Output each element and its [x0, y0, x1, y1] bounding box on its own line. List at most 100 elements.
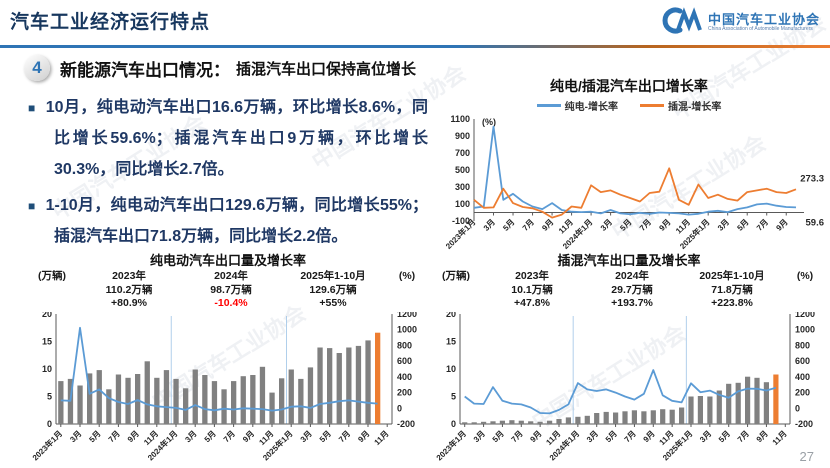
phev-export-bar-chart: 插混汽车出口量及增长率 (万辆) 2023年 10.1万辆 +47.8% 202… [430, 250, 828, 468]
caam-logo-mark-icon [661, 5, 703, 40]
svg-text:400: 400 [795, 372, 810, 382]
svg-text:1000: 1000 [795, 325, 815, 335]
svg-text:7月: 7月 [222, 429, 237, 444]
header-divider [0, 45, 830, 48]
svg-text:5月: 5月 [87, 429, 102, 444]
left-axis-unit: (万辆) [442, 270, 470, 282]
svg-text:800: 800 [795, 340, 810, 350]
annotation-2023: 2023年 10.1万辆 +47.8% [511, 270, 553, 310]
svg-text:9月: 9月 [755, 429, 770, 444]
svg-text:7月: 7月 [623, 429, 638, 444]
svg-text:300: 300 [455, 182, 470, 192]
svg-text:7月: 7月 [638, 218, 653, 233]
legend-item-bev: 纯电-增长率 [536, 98, 618, 113]
svg-text:3月: 3月 [183, 429, 198, 444]
svg-text:9月: 9月 [126, 429, 141, 444]
svg-text:900: 900 [455, 131, 470, 141]
svg-text:5月: 5月 [491, 429, 506, 444]
section-number-badge: 4 [24, 55, 50, 81]
chart3-title: 插混汽车出口量及增长率 [557, 253, 701, 268]
svg-text:9月: 9月 [356, 429, 371, 444]
svg-text:2023年1月: 2023年1月 [434, 428, 468, 462]
svg-text:600: 600 [397, 356, 412, 366]
svg-text:600: 600 [795, 356, 810, 366]
svg-text:7月: 7月 [337, 429, 352, 444]
chart1-legend: 纯电-增长率 插混-增长率 [432, 98, 826, 113]
annotation-2024: 2024年 98.7万辆 -10.4% [210, 270, 252, 310]
svg-text:7月: 7月 [736, 429, 751, 444]
section-heading: 4 新能源汽车出口情况： 插混汽车出口保持高位增长 [24, 55, 416, 81]
svg-text:9月: 9月 [642, 429, 657, 444]
annotation-2025: 2025年1-10月 71.8万辆 +223.8% [699, 270, 765, 310]
bullet-list: ■ 10月，纯电动汽车出口16.6万辆，环比增长8.6%，同比增长59.6%；插混… [28, 92, 428, 256]
svg-text:7月: 7月 [521, 218, 536, 233]
section-title: 新能源汽车出口情况： [60, 60, 230, 80]
page-title: 汽车工业经济运行特点 [10, 12, 211, 33]
svg-text:100: 100 [455, 199, 470, 209]
svg-text:800: 800 [397, 340, 412, 350]
bullet-item: ■ 10月，纯电动汽车出口16.6万辆，环比增长8.6%，同比增长59.6%；插混… [28, 99, 428, 179]
svg-text:9月: 9月 [241, 429, 256, 444]
chart2-title: 纯电动汽车出口量及增长率 [149, 253, 306, 268]
svg-text:5月: 5月 [717, 429, 732, 444]
svg-text:3月: 3月 [716, 218, 731, 233]
svg-text:0: 0 [451, 419, 456, 429]
svg-text:10: 10 [446, 364, 456, 374]
caam-logo-cn-text: 中国汽车工业协会 [707, 11, 820, 27]
svg-text:-100: -100 [452, 216, 470, 226]
svg-text:3月: 3月 [299, 429, 314, 444]
svg-text:1200: 1200 [397, 312, 417, 319]
svg-text:-200: -200 [795, 419, 813, 429]
svg-text:7月: 7月 [107, 429, 122, 444]
svg-text:1100: 1100 [450, 114, 470, 124]
svg-text:15: 15 [446, 337, 456, 347]
right-axis-unit: (%) [796, 270, 814, 282]
svg-text:500: 500 [455, 165, 470, 175]
svg-text:59.6: 59.6 [806, 218, 825, 229]
chart3-annotations: (万辆) 2023年 10.1万辆 +47.8% 2024年 29.7万辆 +1… [430, 270, 828, 312]
svg-text:5: 5 [451, 392, 456, 402]
svg-text:3月: 3月 [472, 429, 487, 444]
svg-text:200: 200 [795, 388, 810, 398]
svg-text:15: 15 [42, 337, 52, 347]
svg-text:5: 5 [47, 392, 52, 402]
section-subtitle: 插混汽车出口保持高位增长 [236, 60, 417, 78]
caam-logo-en-text: China Association of Automobile Manufact… [707, 25, 813, 32]
svg-text:273.3: 273.3 [800, 173, 824, 184]
svg-text:1000: 1000 [397, 325, 417, 335]
legend-swatch-bev [536, 104, 561, 107]
svg-text:1200: 1200 [795, 312, 815, 319]
chart3-plot: 20 15 10 5 0 1200 1000 800 600 400 200 0 -200 2023年1月… [434, 309, 815, 462]
svg-text:5月: 5月 [318, 429, 333, 444]
legend-item-phev: 插混-增长率 [640, 98, 721, 113]
svg-text:11月: 11月 [373, 429, 391, 447]
page-number: 27 [799, 449, 814, 464]
chart2-plot: 20 15 10 5 0 1200 1000 800 600 400 200 0 -200 2023年1月… [30, 309, 417, 462]
right-axis-unit: (%) [398, 270, 416, 282]
svg-text:10: 10 [42, 364, 52, 374]
svg-text:5月: 5月 [203, 429, 218, 444]
svg-text:-200: -200 [397, 419, 415, 429]
bullet-square-icon: ■ [28, 198, 36, 213]
left-axis-unit: (万辆) [38, 270, 66, 282]
caam-logo: 中国汽车工业协会 China Association of Automobile… [661, 5, 820, 40]
annotation-2024: 2024年 29.7万辆 +193.7% [611, 270, 653, 310]
chart2-annotations: (万辆) 2023年 110.2万辆 +80.9% 2024年 98.7万辆 -… [26, 270, 430, 312]
svg-text:3月: 3月 [599, 218, 614, 233]
svg-text:0: 0 [397, 403, 402, 413]
legend-swatch-phev [640, 104, 664, 107]
bullet-item: ■ 1-10月，纯电动汽车出口129.6万辆，同比增长55%；插混汽车出口71.8… [28, 196, 429, 245]
annotation-2025: 2025年1-10月 129.6万辆 +55% [300, 270, 366, 310]
growth-rate-line-chart: 纯电/插混汽车出口增长率 纯电-增长率 插混-增长率 1100 900 700 500… [432, 76, 826, 252]
svg-text:200: 200 [397, 388, 412, 398]
svg-text:400: 400 [397, 372, 412, 382]
bullet-square-icon: ■ [28, 101, 36, 115]
bev-export-bar-chart: 纯电动汽车出口量及增长率 (万辆) 2023年 110.2万辆 +80.9% 2… [26, 250, 430, 468]
svg-text:3月: 3月 [68, 429, 83, 444]
svg-text:7月: 7月 [755, 218, 770, 233]
svg-text:5月: 5月 [501, 218, 516, 233]
svg-text:20: 20 [42, 312, 52, 319]
svg-text:11月: 11月 [771, 429, 789, 447]
svg-text:700: 700 [455, 148, 470, 158]
